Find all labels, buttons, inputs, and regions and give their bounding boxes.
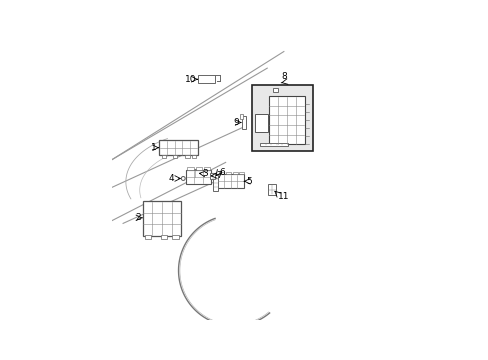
Bar	[218, 172, 224, 174]
Text: 3: 3	[202, 169, 207, 178]
Bar	[192, 169, 198, 177]
Text: 8: 8	[281, 72, 286, 81]
Bar	[225, 172, 230, 174]
Text: 10: 10	[184, 75, 196, 84]
Bar	[142, 201, 181, 236]
Bar	[145, 235, 151, 239]
Bar	[268, 184, 276, 195]
Bar	[203, 167, 210, 170]
Bar	[241, 116, 245, 129]
Bar	[213, 175, 218, 191]
Bar	[260, 143, 287, 146]
Text: 11: 11	[277, 192, 289, 201]
Bar	[210, 173, 215, 179]
Bar	[268, 96, 304, 144]
Text: 7: 7	[216, 171, 221, 180]
Bar	[272, 87, 278, 92]
Bar	[191, 155, 196, 158]
Text: 9: 9	[233, 118, 239, 127]
Text: 4: 4	[168, 174, 174, 183]
Bar	[159, 140, 198, 156]
Bar	[187, 167, 193, 170]
Bar	[185, 155, 189, 158]
Bar	[160, 235, 166, 239]
Bar	[240, 114, 243, 119]
Bar	[254, 114, 267, 132]
Bar	[233, 172, 238, 174]
Bar	[195, 167, 202, 170]
Bar	[198, 75, 214, 84]
Text: 1: 1	[151, 143, 157, 152]
Bar	[172, 235, 178, 239]
Bar	[185, 170, 210, 184]
Bar	[173, 155, 177, 158]
Bar	[162, 155, 166, 158]
Bar	[239, 172, 244, 174]
Text: 5: 5	[245, 177, 251, 186]
Text: 2: 2	[135, 213, 140, 222]
Text: 6: 6	[219, 168, 225, 177]
Bar	[251, 85, 312, 151]
Bar	[217, 174, 243, 188]
